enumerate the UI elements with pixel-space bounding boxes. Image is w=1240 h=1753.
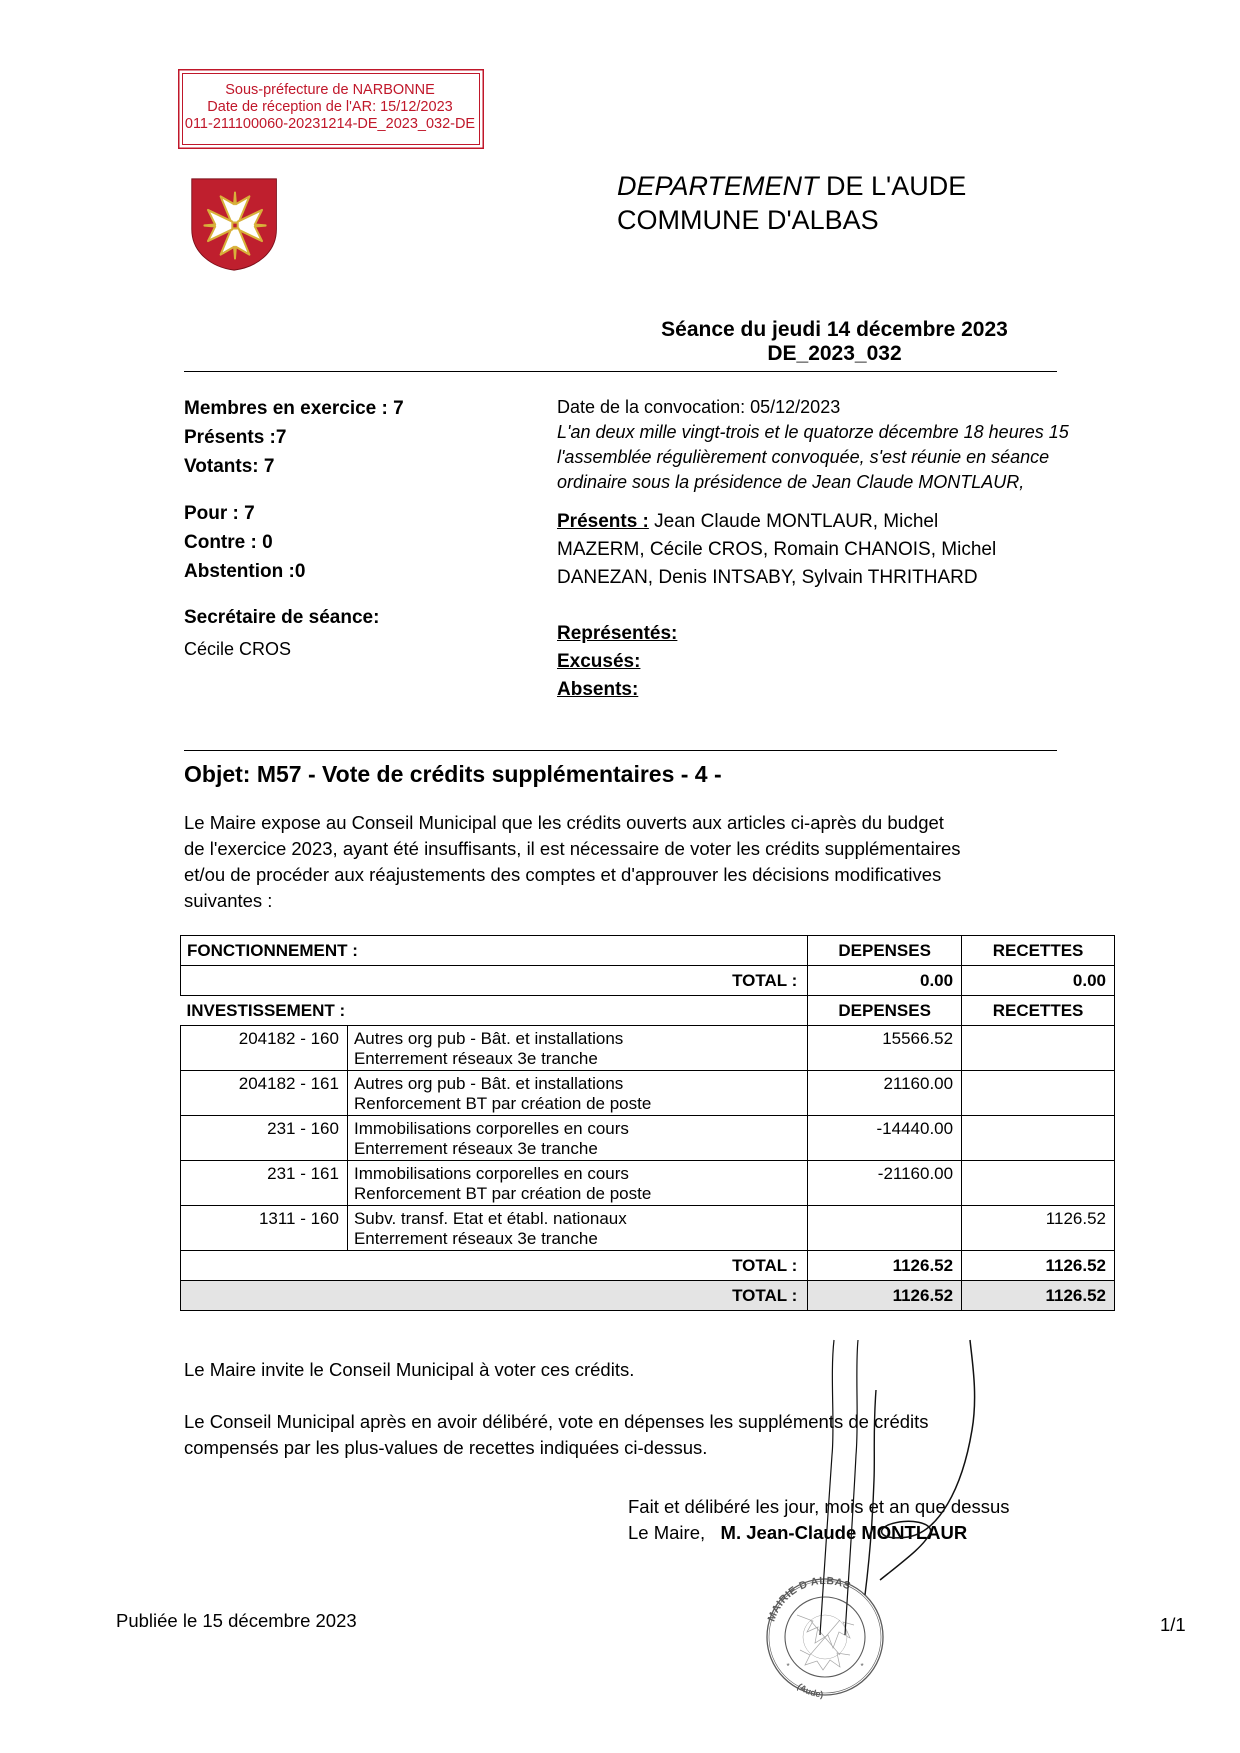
svg-text:*: * (860, 1662, 863, 1671)
svg-text:MAIRIE D ALBAS: MAIRIE D ALBAS (766, 1575, 853, 1623)
svg-text:*: * (786, 1662, 789, 1671)
svg-text:(Aude): (Aude) (795, 1681, 823, 1699)
